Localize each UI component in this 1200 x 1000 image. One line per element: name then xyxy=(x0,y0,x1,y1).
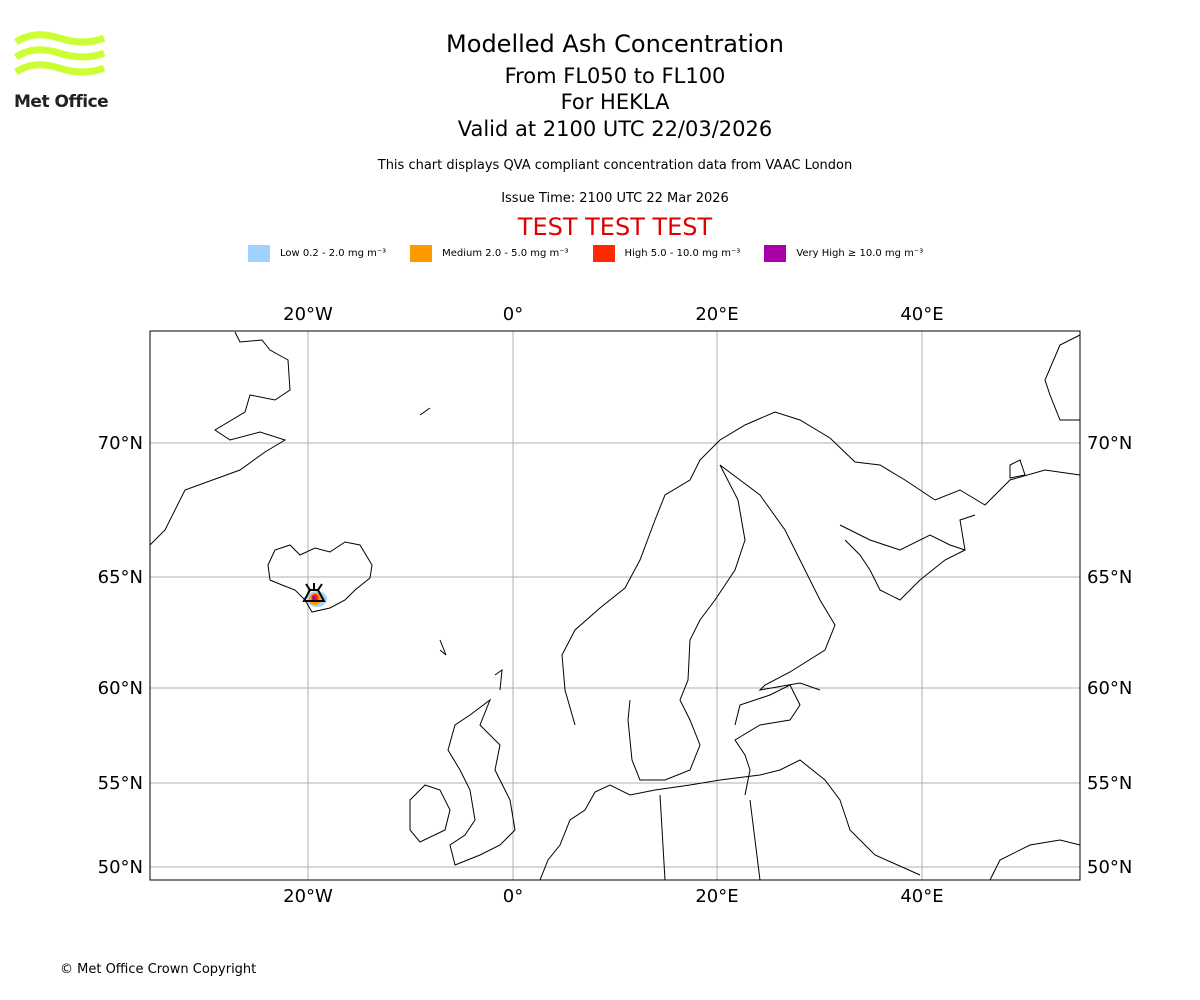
lon-labels-top: 20°W 0° 20°E 40°E xyxy=(283,304,943,325)
swatch xyxy=(764,245,787,262)
svg-text:60°N: 60°N xyxy=(98,678,143,699)
svg-text:20°E: 20°E xyxy=(695,886,738,907)
issue-time: Issue Time: 2100 UTC 22 Mar 2026 xyxy=(501,191,729,206)
svg-text:0°: 0° xyxy=(503,886,523,907)
legend-item-high: High 5.0 - 10.0 mg m⁻³ xyxy=(592,245,741,262)
copyright: © Met Office Crown Copyright xyxy=(60,962,257,977)
svg-text:50°N: 50°N xyxy=(1087,857,1132,878)
swatch xyxy=(248,245,270,262)
svg-text:50°N: 50°N xyxy=(98,857,143,878)
swatch xyxy=(592,245,615,262)
svg-text:65°N: 65°N xyxy=(98,567,143,588)
legend-item-very-high: Very High ≥ 10.0 mg m⁻³ xyxy=(764,245,923,262)
coastlines xyxy=(149,331,1081,881)
legend-item-low: Low 0.2 - 2.0 mg m⁻³ xyxy=(248,245,386,262)
svg-text:70°N: 70°N xyxy=(1087,433,1132,454)
logo-text: Met Office xyxy=(14,92,109,112)
svg-text:20°E: 20°E xyxy=(695,304,738,325)
lon-labels-bottom: 20°W 0° 20°E 40°E xyxy=(283,886,943,907)
chart-title: Modelled Ash Concentration xyxy=(446,30,784,58)
legend-label: Very High ≥ 10.0 mg m⁻³ xyxy=(796,248,924,259)
svg-text:70°N: 70°N xyxy=(98,433,143,454)
gridlines xyxy=(150,331,1080,880)
svg-text:65°N: 65°N xyxy=(1087,567,1132,588)
test-banner: TEST TEST TEST xyxy=(517,213,713,241)
volcano-icon xyxy=(302,583,326,602)
svg-text:40°E: 40°E xyxy=(900,886,943,907)
legend-label: Low 0.2 - 2.0 mg m⁻³ xyxy=(280,248,387,259)
svg-text:0°: 0° xyxy=(503,304,523,325)
met-office-logo-icon xyxy=(14,31,106,76)
legend-item-medium: Medium 2.0 - 5.0 mg m⁻³ xyxy=(410,245,569,262)
valid-time: Valid at 2100 UTC 22/03/2026 xyxy=(457,117,773,141)
flight-level-range: From FL050 to FL100 xyxy=(504,64,726,88)
svg-text:40°E: 40°E xyxy=(900,304,943,325)
legend: Low 0.2 - 2.0 mg m⁻³ Medium 2.0 - 5.0 mg… xyxy=(248,245,947,262)
lat-labels-left: 70°N 65°N 60°N 55°N 50°N xyxy=(98,433,143,878)
lat-labels-right: 70°N 65°N 60°N 55°N 50°N xyxy=(1087,433,1132,878)
legend-label: Medium 2.0 - 5.0 mg m⁻³ xyxy=(442,248,569,259)
svg-text:20°W: 20°W xyxy=(283,304,333,325)
svg-text:60°N: 60°N xyxy=(1087,678,1132,699)
map-frame xyxy=(149,330,1081,881)
svg-text:20°W: 20°W xyxy=(283,886,333,907)
legend-label: High 5.0 - 10.0 mg m⁻³ xyxy=(624,248,741,259)
description: This chart displays QVA compliant concen… xyxy=(377,158,853,173)
svg-text:55°N: 55°N xyxy=(1087,773,1132,794)
swatch xyxy=(410,245,433,262)
volcano-name: For HEKLA xyxy=(560,90,670,114)
svg-text:55°N: 55°N xyxy=(98,773,143,794)
